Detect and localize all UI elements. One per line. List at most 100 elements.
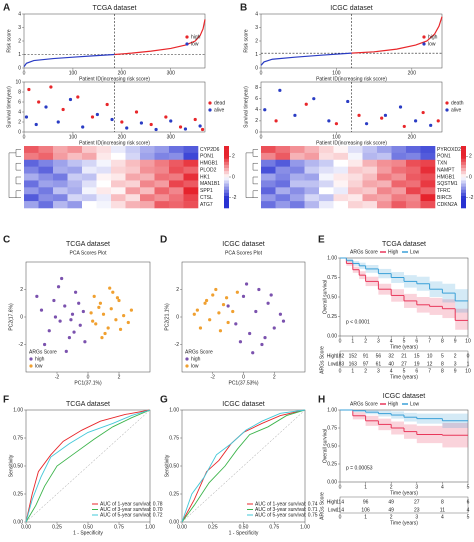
risk-table-x-axis-label: Time (years)	[390, 520, 418, 526]
roc-curve	[181, 409, 306, 523]
legend-label: low	[191, 41, 199, 47]
point	[169, 119, 173, 123]
point	[200, 127, 205, 132]
x-tick-label: 0	[339, 484, 342, 490]
risk-table-cell: 27	[401, 361, 407, 367]
point	[103, 331, 107, 336]
x-tick-label: -2	[211, 374, 216, 380]
risk-table-cell: 11	[440, 507, 445, 513]
colorbar	[461, 180, 466, 184]
point	[198, 326, 203, 330]
heatmap-cell	[420, 146, 436, 154]
heatmap-cell	[362, 187, 378, 195]
x-tick-label: 0	[23, 134, 26, 140]
heatmap-cell	[333, 146, 349, 154]
heatmap-cell	[183, 201, 199, 209]
heatmap-cell	[24, 187, 39, 195]
heatmap-cell	[377, 180, 392, 188]
risk-curve	[260, 52, 352, 66]
row-label: CYP2D6	[200, 147, 220, 153]
colorbar	[461, 149, 466, 153]
chart-title: ICGC dataset	[222, 241, 264, 248]
heatmap-cell	[111, 146, 126, 154]
point	[334, 122, 339, 126]
heatmap-cell	[406, 180, 421, 188]
point	[218, 329, 223, 333]
colorbar	[224, 192, 229, 196]
heatmap-cell	[333, 166, 349, 174]
point	[214, 287, 218, 292]
y-tick-label: 0	[176, 314, 179, 320]
heatmap-cell	[24, 180, 39, 188]
y-tick-label: 0.75	[169, 435, 179, 441]
x-tick-label: 0	[339, 338, 342, 344]
heatmap-cell	[183, 187, 199, 195]
legend-label: low	[191, 363, 199, 369]
chart-title: ICGC dataset	[222, 401, 264, 408]
heatmap-cell	[96, 180, 112, 188]
colorbar-label: 2	[469, 154, 472, 160]
dendrogram	[252, 149, 258, 157]
heatmap-cell	[53, 173, 68, 181]
x-tick-label: 2	[273, 374, 276, 380]
y-tick-label: 1.00	[169, 407, 179, 413]
heatmap-cell	[111, 173, 126, 181]
heatmap-cell	[140, 173, 155, 181]
point	[97, 305, 101, 309]
risk-table-title: ARGs Score	[319, 346, 325, 374]
heatmap-cell	[377, 159, 392, 167]
heatmap-cell	[111, 187, 126, 195]
x-tick-label: 0.25	[208, 524, 218, 530]
point	[149, 122, 153, 127]
row-label: ATG7	[200, 202, 213, 208]
point	[398, 105, 403, 109]
x-tick-label: 3	[377, 338, 380, 344]
colorbar	[461, 164, 466, 168]
point	[231, 309, 235, 314]
roc-curve	[181, 409, 306, 523]
heatmap-cell	[333, 159, 349, 167]
colorbar-label: 0	[469, 174, 472, 180]
heatmap-cell	[348, 187, 363, 195]
heatmap-cell	[377, 166, 392, 174]
heatmap-cell	[406, 194, 421, 202]
point	[43, 342, 47, 347]
y-tick-label: 0.25	[169, 491, 179, 497]
point	[226, 320, 230, 325]
risk-table-frame	[339, 496, 469, 514]
heatmap-cell	[24, 159, 39, 167]
heatmap-cell	[362, 173, 378, 181]
colorbar	[224, 204, 229, 209]
heatmap-cell	[406, 159, 421, 167]
heatmap-cell	[154, 146, 170, 154]
y-tick-label: 2	[255, 38, 258, 44]
x-axis-label: 1 - Specificity	[229, 530, 259, 536]
legend-marker	[422, 35, 426, 39]
point	[114, 318, 118, 322]
heatmap-cell	[82, 166, 97, 174]
point	[72, 330, 76, 334]
heatmap-cell	[377, 187, 392, 195]
point	[117, 298, 121, 303]
heatmap-cell	[111, 152, 126, 161]
heatmap-cell	[362, 180, 378, 188]
point	[69, 318, 73, 322]
x-tick-label: 100	[332, 134, 341, 140]
heatmap-cell	[420, 194, 436, 202]
y-tick-label: 2	[255, 118, 258, 124]
x-tick-label: 2	[390, 484, 393, 490]
point	[198, 124, 202, 128]
point	[192, 312, 196, 316]
point	[414, 119, 418, 123]
row-label: BIRC5	[437, 195, 452, 201]
heatmap-cell	[67, 152, 83, 161]
heatmap-cell	[275, 173, 291, 181]
point	[39, 308, 44, 312]
risk-table-cell: 32	[388, 353, 394, 359]
chart-title: ICGC dataset	[383, 393, 425, 400]
point	[27, 87, 31, 92]
colorbar-label: -2	[469, 195, 474, 201]
y-tick-label: 0	[20, 314, 23, 320]
heatmap-cell	[38, 166, 54, 174]
x-tick-label: 0	[87, 374, 90, 380]
